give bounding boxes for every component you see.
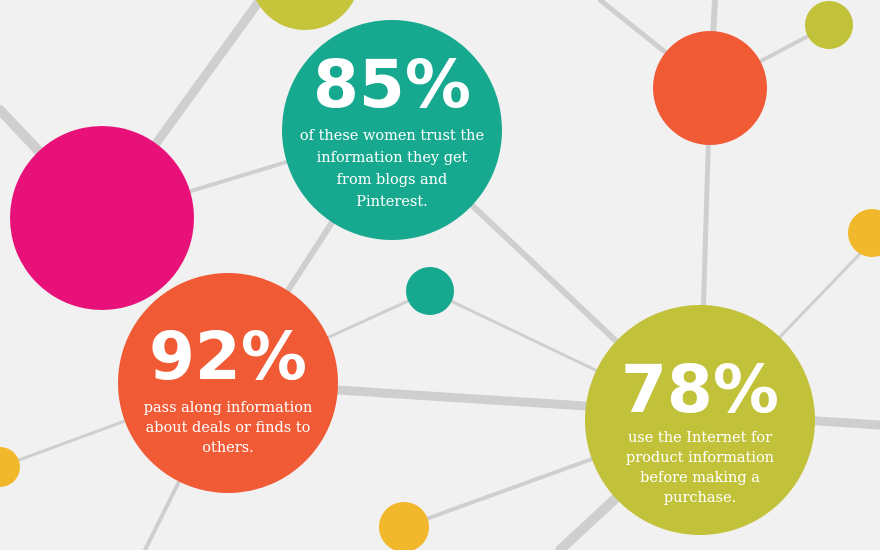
stat-description: about deals or finds to (146, 420, 311, 436)
node (379, 502, 429, 550)
stat-description: pass along information (144, 400, 313, 416)
node (406, 267, 454, 315)
node (256, 0, 354, 30)
stat-description: before making a (640, 470, 760, 486)
stat-description: product information (626, 450, 774, 466)
stat-value: 85% (313, 46, 471, 123)
stat-description: from blogs and (337, 172, 448, 188)
stat-circle (118, 273, 338, 493)
stat-circle (585, 305, 815, 535)
node (653, 31, 767, 145)
stat-description: use the Internet for (628, 430, 772, 446)
stat-texts: 85% of these women trust the information t… (144, 46, 779, 506)
stat-description: information they get (317, 150, 468, 166)
node (848, 209, 880, 257)
stat-description: others. (202, 440, 253, 456)
node (0, 447, 20, 487)
stat-description: purchase. (664, 490, 736, 506)
node (805, 1, 853, 49)
node (10, 126, 194, 310)
stat-circle (282, 20, 502, 240)
stat-description: Pinterest. (356, 194, 428, 210)
stat-value: 92% (149, 318, 307, 395)
stat-description: of these women trust the (300, 128, 484, 144)
stat-value: 78% (621, 351, 779, 428)
